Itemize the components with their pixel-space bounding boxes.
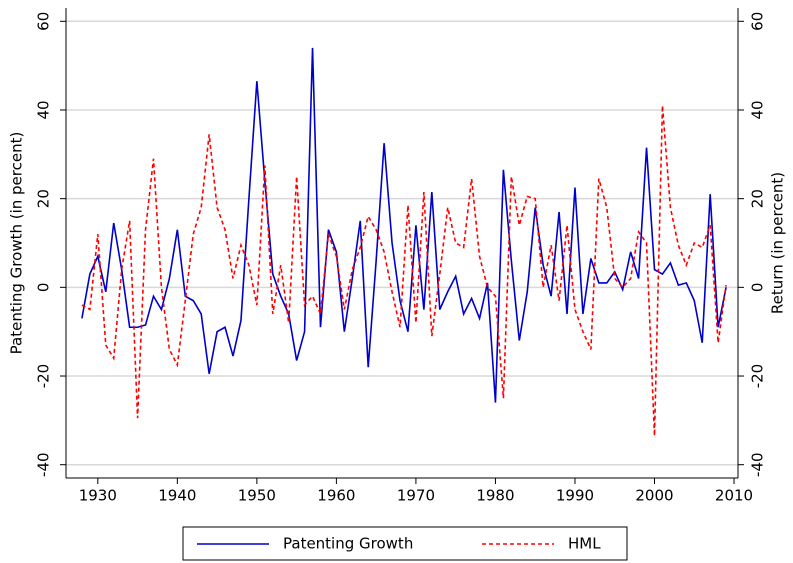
y-axis-label: Patenting Growth (in percent) <box>8 132 26 355</box>
y-tick-label: -40 <box>35 452 53 477</box>
x-tick-label: 1950 <box>238 487 276 505</box>
x-tick-label: 1980 <box>476 487 514 505</box>
y2-axis-label: Return (in percent) <box>769 172 787 314</box>
y2-tick-label: 40 <box>749 100 767 119</box>
y2-tick-label: -20 <box>749 364 767 389</box>
legend-label: Patenting Growth <box>283 535 413 553</box>
y2-tick-label: 0 <box>749 283 767 293</box>
series-line <box>81 47 727 403</box>
y-tick-label: 40 <box>35 100 53 119</box>
x-tick-label: 1940 <box>158 487 196 505</box>
series-line <box>81 105 727 436</box>
y-tick-label: 60 <box>35 12 53 31</box>
y2-tick-label: 60 <box>749 12 767 31</box>
x-tick-label: 1930 <box>79 487 117 505</box>
x-tick-label: 2010 <box>715 487 753 505</box>
legend-label: HML <box>568 535 601 553</box>
x-tick-label: 1990 <box>556 487 594 505</box>
x-tick-label: 2000 <box>635 487 673 505</box>
y2-tick-label: 20 <box>749 189 767 208</box>
y-tick-label: -20 <box>35 364 53 389</box>
x-tick-label: 1960 <box>317 487 355 505</box>
y2-tick-label: -40 <box>749 452 767 477</box>
y-tick-label: 20 <box>35 189 53 208</box>
y-tick-label: 0 <box>35 283 53 293</box>
x-tick-label: 1970 <box>397 487 435 505</box>
